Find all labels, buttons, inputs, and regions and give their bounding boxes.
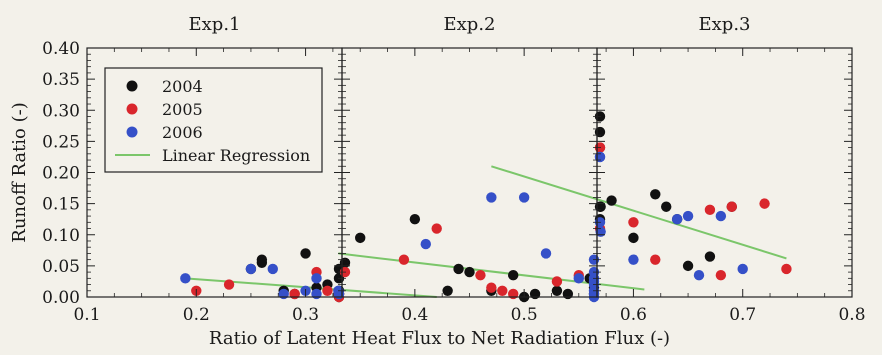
data-point-2004 — [300, 248, 311, 259]
data-point-2004 — [453, 263, 464, 275]
data-point-2005 — [704, 204, 716, 216]
data-point-2005 — [781, 263, 792, 275]
data-point-2005 — [486, 282, 497, 293]
data-point-2005 — [759, 198, 770, 209]
data-point-2005 — [726, 201, 737, 212]
data-point-2005 — [628, 217, 639, 228]
data-point-2004 — [606, 195, 617, 206]
data-point-2004 — [442, 285, 453, 296]
data-point-2006 — [420, 238, 431, 250]
data-point-2005 — [715, 270, 727, 281]
data-point-2006 — [245, 263, 257, 275]
x-axis-label: Ratio of Latent Heat Flux to Net Radiati… — [209, 328, 670, 349]
panel-title-2: Exp.2 — [444, 14, 496, 35]
x-tick-label: 0.6 — [620, 305, 647, 325]
y-tick-label: 0.10 — [42, 226, 80, 246]
x-tick-label: 0.3 — [292, 305, 319, 325]
data-point-2005 — [497, 285, 508, 296]
y-tick-label: 0.20 — [42, 164, 80, 184]
data-point-2005 — [431, 223, 442, 234]
data-point-2006 — [486, 192, 497, 203]
regression-line-3 — [491, 165, 787, 260]
x-tick-label: 0.1 — [73, 305, 100, 325]
y-tick-label: 0.30 — [42, 101, 80, 121]
data-point-2006 — [715, 210, 727, 222]
data-point-2006 — [540, 248, 552, 259]
data-point-2004 — [682, 260, 694, 272]
data-point-2005 — [551, 276, 563, 287]
x-tick-label: 0.2 — [183, 305, 210, 325]
data-point-2004 — [661, 201, 672, 212]
data-point-2005 — [475, 270, 486, 281]
y-tick-label: 0.40 — [42, 39, 80, 59]
data-point-2004 — [628, 232, 639, 244]
data-point-2005 — [322, 285, 333, 296]
data-point-2006 — [180, 273, 191, 284]
data-point-2006 — [518, 192, 530, 203]
legend-label: 2005 — [162, 100, 203, 119]
data-point-2006 — [671, 213, 683, 225]
data-point-2004 — [256, 254, 268, 265]
legend-label: 2004 — [162, 77, 203, 96]
data-point-2004 — [508, 270, 519, 281]
data-point-2004 — [339, 257, 351, 268]
data-point-2004 — [704, 251, 716, 262]
data-point-2006 — [693, 270, 705, 281]
data-point-2005 — [398, 254, 410, 265]
panel-title-3: Exp.3 — [699, 14, 751, 35]
legend-marker-2006 — [126, 126, 138, 138]
legend-marker-2004 — [126, 80, 138, 92]
data-point-2004 — [594, 126, 606, 138]
y-tick-label: 0.15 — [42, 195, 80, 215]
x-tick-label: 0.8 — [838, 305, 865, 325]
y-tick-label: 0.25 — [42, 132, 80, 152]
data-point-2004 — [551, 285, 563, 296]
data-point-2006 — [267, 263, 278, 275]
data-point-2005 — [223, 279, 235, 290]
data-point-2006 — [628, 254, 639, 265]
data-point-2006 — [595, 226, 606, 237]
x-tick-label: 0.4 — [401, 305, 428, 325]
legend-label: Linear Regression — [162, 146, 310, 165]
x-tick-label: 0.7 — [729, 305, 756, 325]
data-point-2006 — [594, 151, 606, 163]
y-tick-label: 0.05 — [42, 257, 80, 277]
data-point-2004 — [650, 189, 661, 200]
data-point-2006 — [737, 263, 748, 275]
data-point-2005 — [650, 254, 661, 265]
data-point-2006 — [311, 273, 322, 284]
data-point-2004 — [409, 213, 421, 225]
y-tick-label: 0.00 — [42, 288, 80, 308]
data-point-2004 — [355, 232, 366, 244]
x-tick-label: 0.5 — [511, 305, 538, 325]
y-axis-label: Runoff Ratio (-) — [9, 102, 30, 242]
legend-marker-2005 — [126, 103, 138, 115]
legend-label: 2006 — [162, 123, 203, 142]
data-point-2004 — [464, 266, 475, 278]
data-point-2006 — [573, 273, 584, 284]
data-point-2006 — [682, 210, 694, 222]
panel-title-1: Exp.1 — [189, 14, 241, 35]
data-point-2004 — [595, 201, 606, 212]
y-tick-label: 0.35 — [42, 70, 80, 90]
